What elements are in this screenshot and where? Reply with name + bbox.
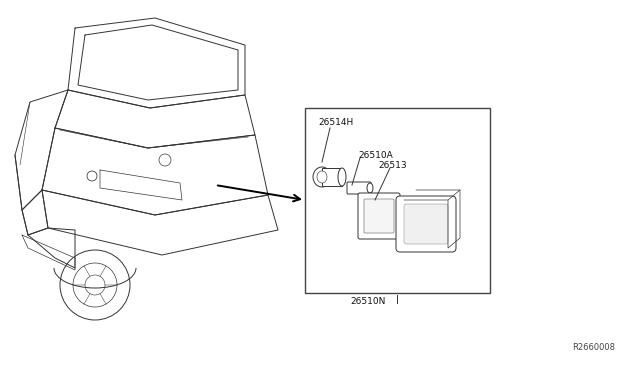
FancyBboxPatch shape bbox=[347, 182, 371, 194]
Ellipse shape bbox=[313, 167, 331, 187]
Text: 26514H: 26514H bbox=[318, 118, 353, 126]
Ellipse shape bbox=[367, 183, 373, 193]
Ellipse shape bbox=[338, 168, 346, 186]
FancyBboxPatch shape bbox=[396, 196, 456, 252]
FancyBboxPatch shape bbox=[358, 193, 400, 239]
Text: 26510N: 26510N bbox=[350, 298, 386, 307]
Bar bbox=[305, 108, 490, 293]
FancyBboxPatch shape bbox=[404, 204, 448, 244]
FancyBboxPatch shape bbox=[322, 168, 342, 186]
Text: 26513: 26513 bbox=[378, 160, 406, 170]
Ellipse shape bbox=[317, 171, 327, 183]
Text: 26510A: 26510A bbox=[358, 151, 393, 160]
FancyBboxPatch shape bbox=[364, 199, 394, 233]
Text: R2660008: R2660008 bbox=[572, 343, 615, 352]
